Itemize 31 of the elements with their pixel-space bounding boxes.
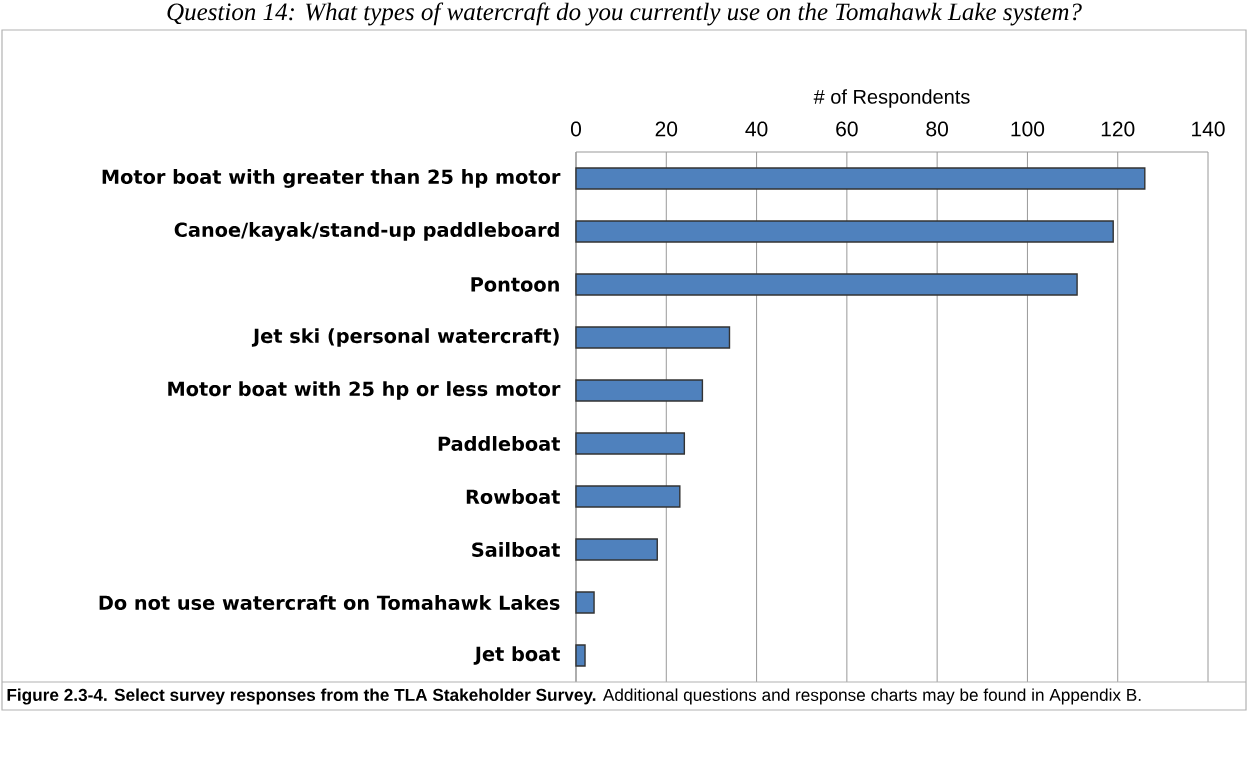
bar [575,538,658,561]
x-tick-label: 80 [926,121,948,137]
x-tick-label: 20 [655,121,678,137]
chart-title: Question 14: What types of watercraft do you currently use on the Tomahawk Lake system? [167,2,1082,26]
y-tick-label: Jet ski (personal watercraft) [251,328,559,347]
bar [575,167,1146,190]
y-tick-label: Paddleboat [438,436,560,451]
y-tick-label: Sailboat [472,542,560,557]
bar [575,326,731,349]
y-tick-label: Do not use watercraft on Tomahawk Lakes [99,595,560,610]
text: Figure 2.3-4. Select survey responses from the TLA Stakeholder Survey. Additional questions and response charts may be found in Appendix B. [7,688,1141,705]
y-tick-label: Jet boat [473,646,560,665]
x-tick-label: 140 [1192,121,1225,137]
y-tick-label: Pontoon [471,277,559,292]
y-tick-label: Rowboat [466,489,560,504]
bar [575,379,704,402]
bar [575,591,595,614]
x-tick-label: 0 [570,121,582,137]
x-tick-label: 100 [1011,121,1045,137]
y-tick-label: Motor boat with 25 hp or less motor [168,381,561,400]
x-tick-label: 40 [745,121,768,137]
bar [575,432,686,455]
x-axis-title: # of Respondents [813,89,970,108]
bar [575,220,1114,243]
bar [575,644,586,667]
x-tick-label: 60 [836,121,858,137]
y-tick-label: Motor boat with greater than 25 hp motor [102,169,561,188]
y-tick-label: Canoe/kayak/stand-up paddleboard [174,222,559,241]
bar [575,485,681,508]
bar [575,273,1078,296]
x-tick-label: 120 [1101,121,1135,137]
